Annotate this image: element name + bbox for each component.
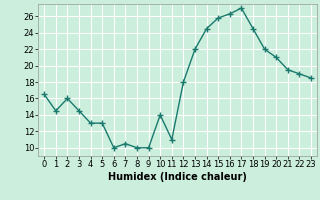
X-axis label: Humidex (Indice chaleur): Humidex (Indice chaleur)	[108, 172, 247, 182]
